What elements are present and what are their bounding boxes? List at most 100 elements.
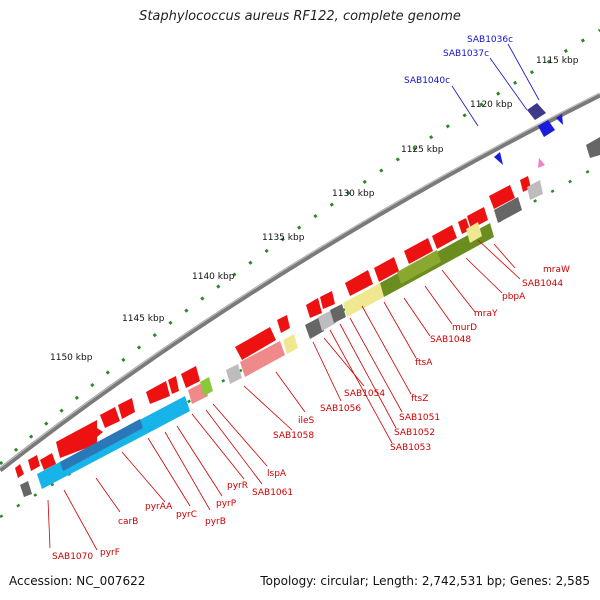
gene-label[interactable]: mraY — [474, 309, 498, 319]
gene-label[interactable]: murD — [452, 323, 477, 333]
gene-feature[interactable] — [538, 158, 545, 168]
label-leader — [451, 85, 479, 127]
gene-label[interactable]: SAB1070 — [52, 552, 93, 562]
gene-label[interactable]: lspA — [267, 469, 287, 479]
gene-feature[interactable] — [397, 250, 441, 284]
gene-feature[interactable] — [494, 197, 522, 223]
gene-feature[interactable] — [305, 317, 324, 339]
gene-feature[interactable] — [60, 419, 143, 471]
gene-feature[interactable] — [20, 481, 32, 497]
genome-summary-text: Topology: circular; Length: 2,742,531 bp… — [260, 574, 590, 588]
gene-label[interactable]: pbpA — [502, 292, 526, 302]
gene-label[interactable]: ileS — [298, 416, 315, 426]
tick-label: 1135 kbp — [262, 233, 305, 243]
gene-label[interactable]: SAB1051 — [399, 413, 440, 423]
lower-strand-genes — [20, 180, 543, 497]
label-leader — [361, 305, 412, 395]
gene-feature[interactable] — [489, 185, 515, 209]
gene-label[interactable]: pyrC — [176, 510, 197, 520]
gene-feature[interactable] — [56, 420, 103, 458]
gene-feature[interactable] — [343, 283, 384, 317]
gene-feature[interactable] — [527, 103, 546, 120]
gene-feature[interactable] — [345, 270, 373, 296]
label-leader — [329, 329, 393, 444]
label-leader — [339, 323, 397, 429]
label-leader — [63, 489, 98, 551]
gene-feature[interactable] — [181, 366, 200, 388]
gene-feature[interactable] — [432, 225, 457, 249]
tick-label: 1140 kbp — [192, 272, 235, 282]
gene-feature[interactable] — [277, 315, 290, 333]
gene-label[interactable]: carB — [118, 517, 138, 527]
genome-backbone-highlight — [0, 92, 600, 469]
gene-feature[interactable] — [118, 398, 135, 419]
gene-feature[interactable] — [467, 207, 488, 229]
gene-label[interactable]: SAB1061 — [252, 488, 293, 498]
inner-dotted-ring — [0, 163, 600, 519]
gene-feature[interactable] — [40, 453, 56, 470]
gene-feature[interactable] — [28, 455, 40, 471]
label-leader — [493, 243, 516, 269]
gene-feature[interactable] — [146, 381, 170, 404]
gene-feature[interactable] — [240, 341, 285, 377]
gene-feature[interactable] — [494, 152, 503, 165]
gene-feature[interactable] — [100, 407, 120, 428]
label-leader — [95, 477, 121, 513]
label-leader — [383, 301, 417, 359]
label-leader — [489, 57, 528, 111]
gene-label[interactable]: mraW — [543, 265, 570, 275]
gene-feature[interactable] — [556, 114, 563, 125]
gene-label[interactable]: SAB1048 — [430, 335, 471, 345]
gene-feature[interactable] — [283, 334, 298, 354]
gene-label[interactable]: SAB1036c — [467, 35, 513, 45]
label-leader — [147, 437, 191, 507]
label-leader — [243, 385, 293, 431]
gene-feature[interactable] — [586, 137, 600, 158]
gene-label[interactable]: SAB1037c — [443, 49, 489, 59]
label-leader — [507, 43, 540, 101]
upper-strand-genes — [15, 176, 531, 478]
gene-label[interactable]: pyrF — [100, 548, 120, 558]
gene-label[interactable]: SAB1044 — [522, 279, 563, 289]
gene-feature[interactable] — [330, 304, 346, 323]
tick-label: 1115 kbp — [536, 56, 579, 66]
accession-text: Accession: NC_007622 — [9, 574, 146, 588]
gene-feature[interactable] — [168, 376, 179, 394]
tick-label: 1145 kbp — [122, 314, 165, 324]
gene-feature[interactable] — [374, 257, 399, 282]
tick-label: 1125 kbp — [401, 145, 444, 155]
label-leader — [205, 409, 263, 485]
gene-feature[interactable] — [538, 120, 555, 137]
label-leader — [477, 239, 521, 280]
tick-label: 1130 kbp — [332, 189, 375, 199]
gene-label[interactable]: SAB1053 — [390, 443, 431, 453]
label-leader — [349, 317, 403, 413]
gene-label[interactable]: SAB1054 — [344, 389, 385, 399]
gene-feature[interactable] — [404, 238, 433, 264]
gene-feature[interactable] — [318, 310, 336, 331]
red-labels: mraW SAB1044 pbpA mraY murD SAB1048 ftsA… — [47, 239, 570, 562]
gene-label[interactable]: pyrR — [227, 481, 248, 491]
gene-feature[interactable] — [226, 364, 242, 384]
label-leader — [323, 337, 365, 387]
gene-label[interactable]: SAB1058 — [273, 431, 314, 441]
gene-label[interactable]: SAB1052 — [394, 428, 435, 438]
gene-feature[interactable] — [15, 464, 24, 478]
gene-label[interactable]: ftsA — [415, 358, 433, 368]
gene-feature[interactable] — [200, 377, 213, 396]
gene-label[interactable]: SAB1040c — [404, 76, 450, 86]
gene-label[interactable]: SAB1056 — [320, 404, 361, 414]
gene-label[interactable]: pyrAA — [145, 502, 173, 512]
label-leader — [164, 431, 211, 511]
outer-tick-ring — [0, 28, 600, 466]
gene-feature[interactable] — [306, 298, 322, 318]
gene-feature[interactable] — [527, 180, 543, 200]
gene-label[interactable]: pyrP — [216, 499, 237, 509]
gene-feature[interactable] — [235, 327, 276, 360]
genome-backbone — [0, 92, 600, 472]
gene-label[interactable]: ftsZ — [411, 394, 428, 404]
gene-feature[interactable] — [320, 291, 335, 309]
gene-label[interactable]: pyrB — [205, 517, 226, 527]
gene-feature[interactable] — [466, 222, 482, 243]
